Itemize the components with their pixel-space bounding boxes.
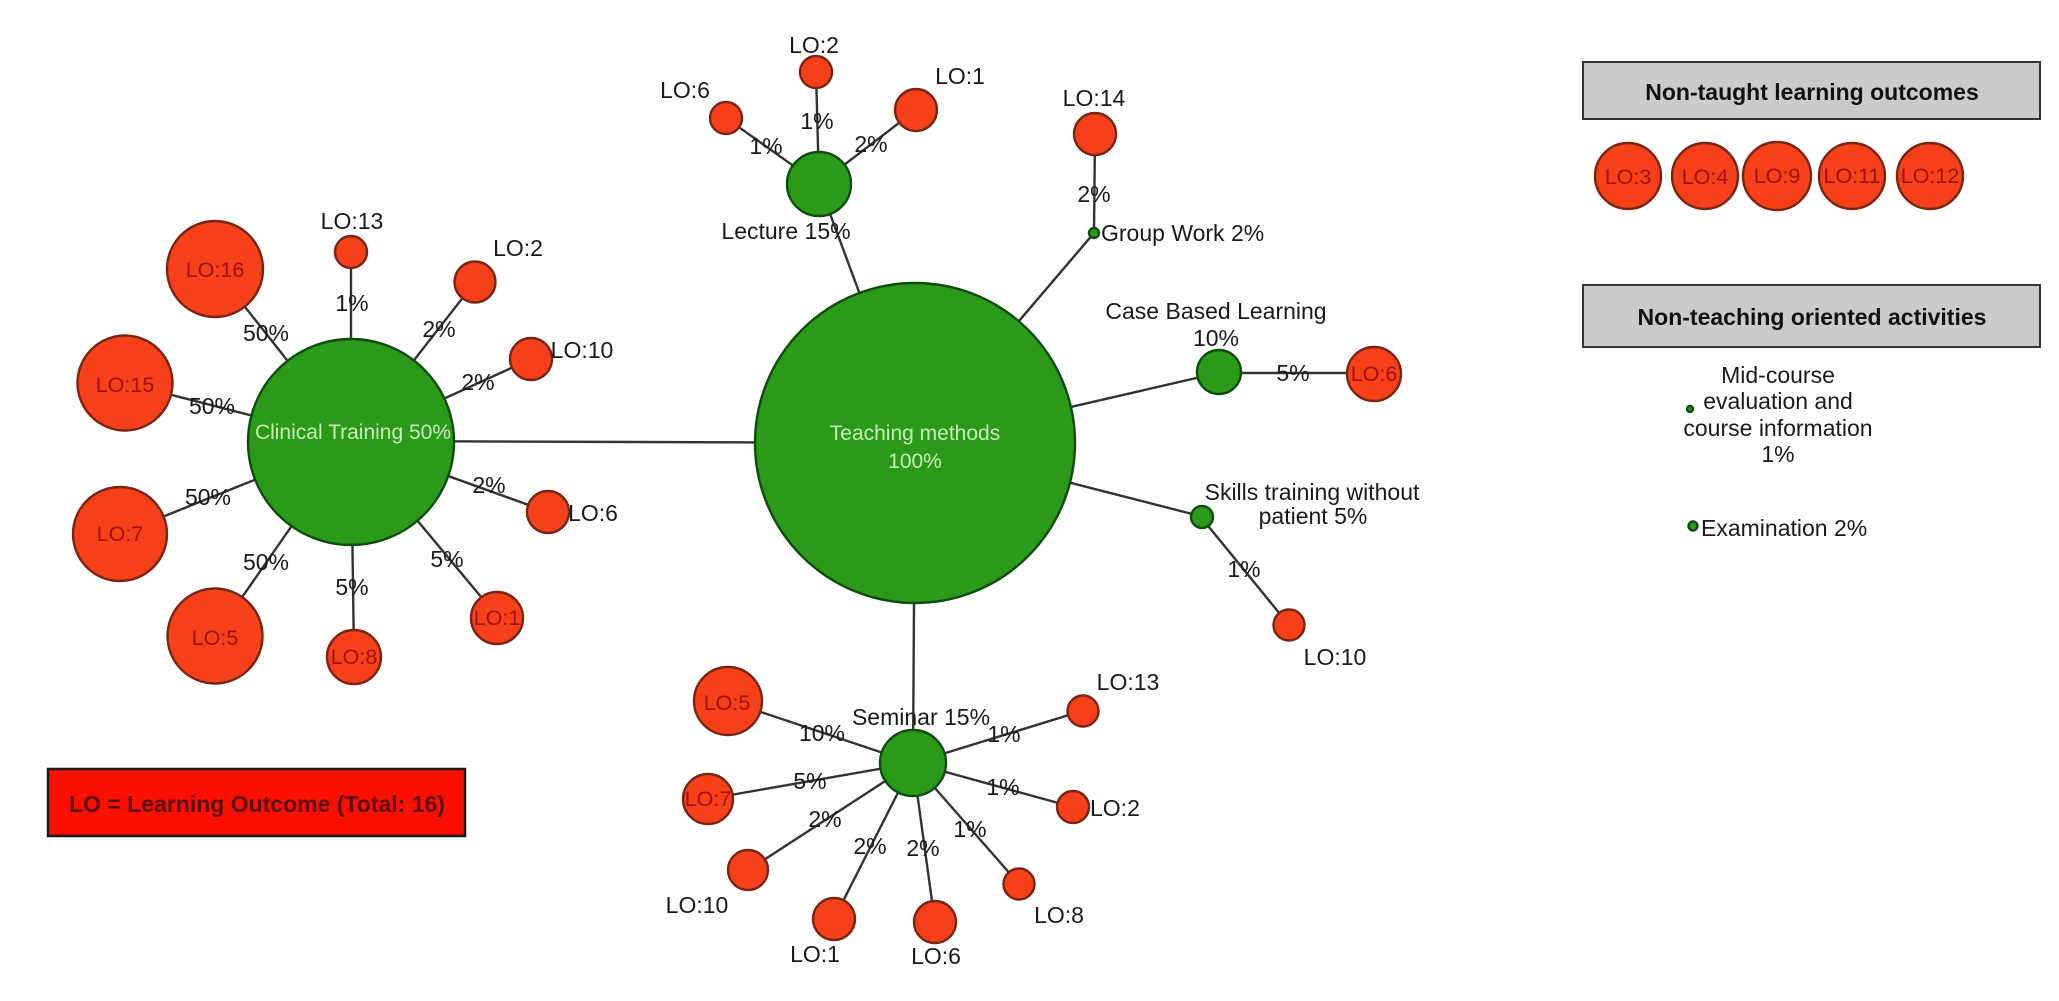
svg-text:Group Work 2%: Group Work 2% bbox=[1101, 220, 1264, 246]
svg-text:Mid-course: Mid-course bbox=[1721, 362, 1835, 388]
svg-text:Clinical Training 50%: Clinical Training 50% bbox=[255, 421, 451, 444]
svg-text:5%: 5% bbox=[335, 574, 368, 600]
svg-text:LO:6: LO:6 bbox=[911, 943, 961, 969]
svg-text:50%: 50% bbox=[189, 393, 235, 419]
svg-text:LO:12: LO:12 bbox=[1901, 164, 1960, 188]
svg-text:LO:10: LO:10 bbox=[551, 337, 614, 363]
svg-text:5%: 5% bbox=[793, 768, 826, 794]
svg-text:LO:7: LO:7 bbox=[97, 522, 144, 546]
svg-text:patient 5%: patient 5% bbox=[1259, 503, 1368, 529]
svg-text:50%: 50% bbox=[243, 549, 289, 575]
svg-text:LO:15: LO:15 bbox=[96, 373, 155, 397]
svg-text:LO:6: LO:6 bbox=[1351, 362, 1398, 386]
svg-text:LO:9: LO:9 bbox=[1754, 164, 1801, 188]
svg-text:LO:3: LO:3 bbox=[1605, 165, 1652, 189]
svg-text:2%: 2% bbox=[1077, 181, 1110, 207]
svg-text:LO:10: LO:10 bbox=[1304, 644, 1367, 670]
svg-text:10%: 10% bbox=[799, 720, 845, 746]
svg-text:2%: 2% bbox=[472, 472, 505, 498]
svg-text:5%: 5% bbox=[430, 546, 463, 572]
svg-text:LO:2: LO:2 bbox=[789, 32, 839, 58]
svg-text:LO:1: LO:1 bbox=[790, 941, 840, 967]
svg-text:LO:7: LO:7 bbox=[685, 787, 732, 811]
svg-text:Seminar 15%: Seminar 15% bbox=[852, 704, 990, 730]
svg-text:1%: 1% bbox=[800, 108, 833, 134]
svg-text:50%: 50% bbox=[243, 320, 289, 346]
svg-text:1%: 1% bbox=[1761, 441, 1794, 467]
svg-text:2%: 2% bbox=[854, 131, 887, 157]
svg-text:2%: 2% bbox=[422, 316, 455, 342]
svg-text:course information: course information bbox=[1683, 415, 1872, 441]
svg-text:LO:1: LO:1 bbox=[935, 63, 985, 89]
svg-text:LO:6: LO:6 bbox=[568, 500, 618, 526]
svg-text:LO:1: LO:1 bbox=[474, 606, 521, 630]
svg-text:Examination 2%: Examination 2% bbox=[1701, 515, 1867, 541]
svg-text:LO:4: LO:4 bbox=[1682, 165, 1729, 189]
svg-text:Case Based Learning: Case Based Learning bbox=[1105, 298, 1326, 324]
svg-text:Lecture 15%: Lecture 15% bbox=[721, 218, 850, 244]
svg-text:1%: 1% bbox=[987, 721, 1020, 747]
svg-text:LO:10: LO:10 bbox=[666, 892, 729, 918]
svg-text:1%: 1% bbox=[749, 133, 782, 159]
svg-text:LO:5: LO:5 bbox=[192, 626, 239, 650]
svg-text:1%: 1% bbox=[335, 290, 368, 316]
svg-text:Non-teaching oriented activiti: Non-teaching oriented activities bbox=[1638, 304, 1987, 330]
svg-text:LO:13: LO:13 bbox=[321, 208, 384, 234]
svg-text:LO = Learning Outcome (Total:: LO = Learning Outcome (Total: 16) bbox=[69, 791, 445, 817]
svg-text:LO:8: LO:8 bbox=[1034, 902, 1084, 928]
svg-text:LO:6: LO:6 bbox=[660, 77, 710, 103]
svg-text:Skills training without: Skills training without bbox=[1205, 479, 1420, 505]
svg-text:2%: 2% bbox=[808, 806, 841, 832]
svg-text:LO:2: LO:2 bbox=[1090, 795, 1140, 821]
svg-text:LO:11: LO:11 bbox=[1824, 164, 1881, 188]
svg-text:2%: 2% bbox=[461, 369, 494, 395]
svg-text:LO:14: LO:14 bbox=[1063, 85, 1126, 111]
svg-text:2%: 2% bbox=[853, 833, 886, 859]
svg-text:LO:13: LO:13 bbox=[1097, 669, 1160, 695]
svg-text:1%: 1% bbox=[953, 816, 986, 842]
svg-text:1%: 1% bbox=[986, 774, 1019, 800]
svg-text:evaluation and: evaluation and bbox=[1703, 388, 1853, 414]
svg-text:100%: 100% bbox=[888, 450, 942, 473]
svg-text:2%: 2% bbox=[906, 835, 939, 861]
svg-text:Teaching methods: Teaching methods bbox=[830, 422, 1000, 445]
svg-text:LO:2: LO:2 bbox=[493, 235, 543, 261]
svg-text:50%: 50% bbox=[185, 484, 231, 510]
svg-text:1%: 1% bbox=[1227, 556, 1260, 582]
svg-text:LO:8: LO:8 bbox=[331, 645, 378, 669]
svg-text:5%: 5% bbox=[1276, 360, 1309, 386]
svg-text:Non-taught learning outcomes: Non-taught learning outcomes bbox=[1645, 79, 1979, 105]
svg-text:LO:5: LO:5 bbox=[704, 691, 751, 715]
svg-text:LO:16: LO:16 bbox=[186, 258, 245, 282]
svg-text:10%: 10% bbox=[1193, 325, 1239, 351]
